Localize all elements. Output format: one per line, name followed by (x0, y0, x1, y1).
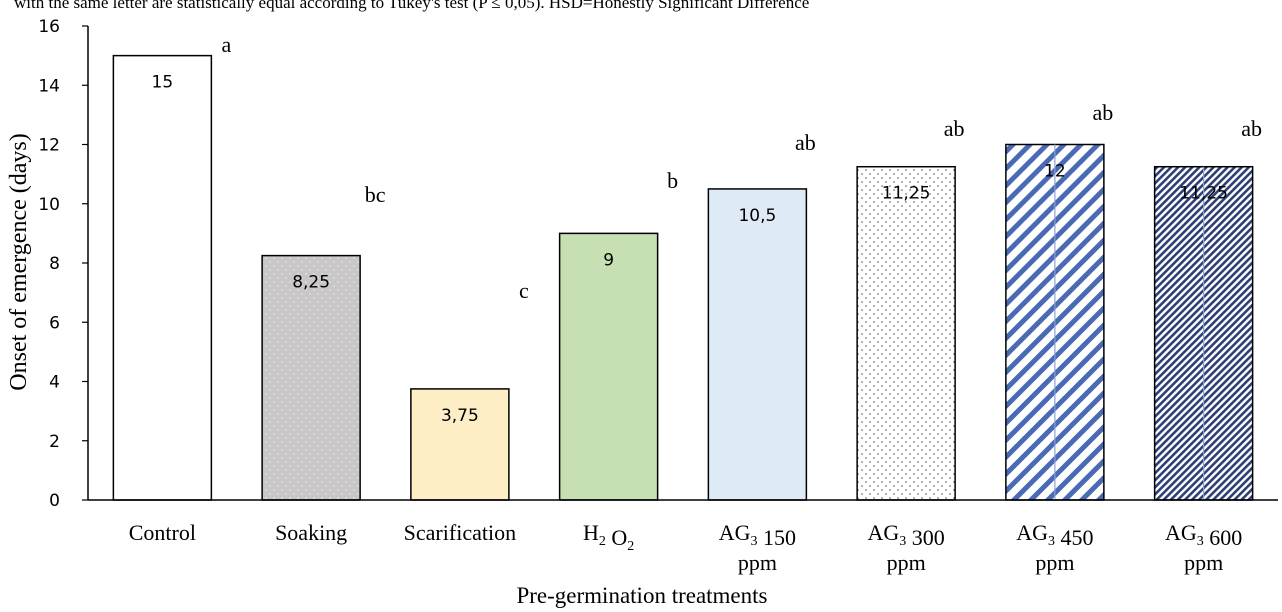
x-tick-label-line2: ppm (1184, 550, 1223, 575)
data-label: 11,25 (1179, 184, 1228, 204)
x-tick-label-line2: ppm (887, 550, 926, 575)
significance-letter: b (667, 168, 678, 193)
bar (112, 54, 213, 501)
significance-letter: ab (1241, 116, 1262, 141)
x-tick-label: AG3 450 (1016, 520, 1093, 550)
y-tick-label: 8 (49, 254, 60, 274)
x-tick-label: Soaking (275, 520, 347, 545)
y-tick-label: 14 (38, 76, 60, 96)
x-tick-label: AG3 150 (719, 520, 796, 550)
data-label: 3,75 (441, 406, 479, 426)
data-label: 12 (1044, 162, 1066, 182)
y-tick-label: 12 (38, 136, 60, 156)
x-tick-label-line2: ppm (738, 550, 777, 575)
data-label: 11,25 (882, 184, 931, 204)
significance-letter: ab (1092, 100, 1113, 125)
x-tick-label-line2: ppm (1035, 550, 1074, 575)
significance-letter: ab (795, 130, 816, 155)
y-axis: 0 2 4 6 8 10 12 14 16 (38, 17, 89, 511)
y-tick-label: 0 (49, 491, 60, 511)
x-tick-label: H2 O2 (583, 520, 634, 554)
significance-letter: c (519, 278, 529, 303)
y-axis-title: Onset of emergence (days) (6, 133, 32, 390)
caption-fragment: with the same letter are statistically e… (14, 0, 810, 12)
x-tick-label: AG3 300 (867, 520, 944, 550)
bar (856, 165, 956, 501)
data-label: 9 (603, 250, 614, 270)
y-tick-label: 16 (38, 17, 60, 37)
bar (558, 232, 659, 501)
significance-letter: a (221, 32, 231, 57)
bar (707, 188, 808, 501)
bars: 15 8,25 3,75 9 10,5 11,25 12 11,25 a bc c b ab ab ab ab (112, 32, 1262, 501)
x-tick-label: AG3 600 (1165, 520, 1242, 550)
y-tick-label: 6 (49, 313, 60, 333)
y-tick-label: 10 (38, 195, 60, 215)
data-label: 15 (152, 73, 174, 93)
x-axis-title: Pre-germination treatments (516, 583, 767, 608)
x-tick-label: Scarification (404, 520, 516, 545)
data-label: 10,5 (738, 206, 776, 226)
bar (261, 254, 361, 501)
x-tick-label: Control (129, 520, 196, 545)
y-tick-label: 2 (49, 432, 60, 452)
data-label: 8,25 (292, 273, 330, 293)
y-tick-label: 4 (49, 373, 60, 393)
significance-letter: ab (944, 116, 965, 141)
significance-letter: bc (365, 182, 386, 207)
